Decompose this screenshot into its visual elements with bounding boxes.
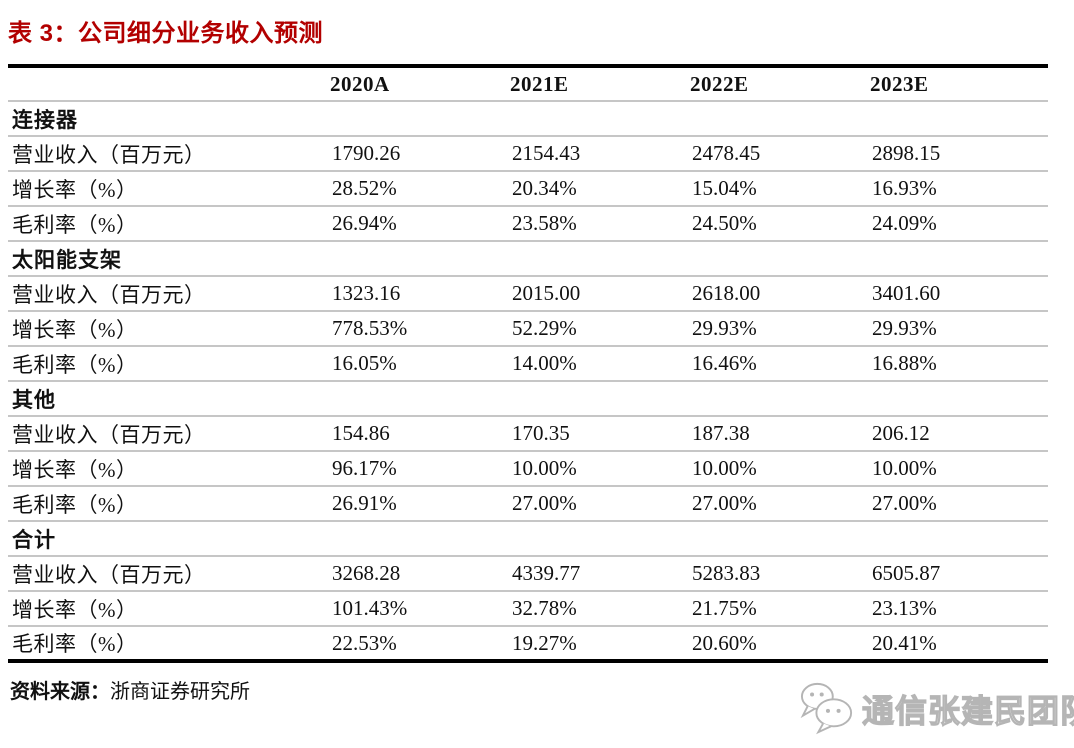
cell-value: 29.93% — [872, 316, 937, 340]
cell-value: 27.00% — [872, 491, 937, 515]
cell-value: 52.29% — [512, 316, 577, 340]
source-value: 浙商证券研究所 — [110, 681, 250, 703]
cell-value: 16.46% — [692, 351, 757, 375]
cell-value: 4339.77 — [512, 561, 581, 585]
source-label: 资料来源： — [10, 681, 110, 703]
row-label: 毛利率（%） — [12, 632, 138, 656]
table-row: 营业收入（百万元） 1323.16 2015.00 2618.00 3401.6… — [8, 276, 1048, 311]
cell-value: 206.12 — [872, 421, 930, 445]
row-label: 营业收入（百万元） — [12, 142, 206, 167]
section-header-row: 合计 — [8, 521, 1048, 556]
cell-value: 778.53% — [332, 316, 408, 340]
table-row: 营业收入（百万元） 3268.28 4339.77 5283.83 6505.8… — [8, 556, 1048, 591]
cell-value: 187.38 — [692, 421, 750, 445]
table-row: 营业收入（百万元） 1790.26 2154.43 2478.45 2898.1… — [8, 136, 1048, 171]
cell-value: 26.94% — [332, 211, 397, 235]
cell-value: 10.00% — [692, 456, 757, 480]
watermark: 通信张建民团队 — [796, 681, 1074, 740]
cell-value: 2478.45 — [692, 141, 761, 165]
column-header-empty — [8, 66, 330, 101]
row-label: 营业收入（百万元） — [12, 282, 206, 307]
row-label: 营业收入（百万元） — [12, 562, 206, 587]
cell-value: 24.09% — [872, 211, 937, 235]
page-title: 表 3：公司细分业务收入预测 — [8, 20, 324, 47]
column-header-2021e: 2021E — [510, 71, 569, 96]
cell-value: 16.88% — [872, 351, 937, 375]
section-name-solar-bracket: 太阳能支架 — [12, 247, 122, 272]
section-name-connector: 连接器 — [12, 107, 78, 132]
cell-value: 32.78% — [512, 596, 577, 620]
cell-value: 10.00% — [872, 456, 937, 480]
cell-value: 3401.60 — [872, 281, 941, 305]
source-line: 资料来源：浙商证券研究所 — [10, 675, 1074, 704]
column-header-2023e: 2023E — [870, 71, 929, 96]
cell-value: 1790.26 — [332, 141, 401, 165]
section-header-row: 其他 — [8, 381, 1048, 416]
section-name-other: 其他 — [12, 387, 56, 412]
table-row: 毛利率（%） 26.91% 27.00% 27.00% 27.00% — [8, 486, 1048, 521]
cell-value: 26.91% — [332, 491, 397, 515]
cell-value: 20.41% — [872, 630, 937, 655]
cell-value: 23.13% — [872, 596, 937, 620]
cell-value: 2618.00 — [692, 281, 761, 305]
table-row: 营业收入（百万元） 154.86 170.35 187.38 206.12 — [8, 416, 1048, 451]
table-row: 增长率（%） 101.43% 32.78% 21.75% 23.13% — [8, 591, 1048, 626]
cell-value: 23.58% — [512, 211, 577, 235]
cell-value: 154.86 — [332, 421, 390, 445]
cell-value: 19.27% — [512, 630, 577, 655]
cell-value: 15.04% — [692, 176, 757, 200]
row-label: 增长率（%） — [12, 317, 138, 342]
table-row: 毛利率（%） 22.53% 19.27% 20.60% 20.41% — [8, 626, 1048, 661]
cell-value: 170.35 — [512, 421, 570, 445]
table-row: 毛利率（%） 16.05% 14.00% 16.46% 16.88% — [8, 346, 1048, 381]
table-row: 增长率（%） 96.17% 10.00% 10.00% 10.00% — [8, 451, 1048, 486]
revenue-forecast-table: 2020A 2021E 2022E 2023E 连接器 营业收入（百万元） 17… — [8, 64, 1048, 663]
cell-value: 10.00% — [512, 456, 577, 480]
row-label: 毛利率（%） — [12, 212, 138, 237]
cell-value: 14.00% — [512, 351, 577, 375]
row-label: 增长率（%） — [12, 177, 138, 202]
table-row: 毛利率（%） 26.94% 23.58% 24.50% 24.09% — [8, 206, 1048, 241]
cell-value: 27.00% — [512, 491, 577, 515]
cell-value: 16.93% — [872, 176, 937, 200]
cell-value: 21.75% — [692, 596, 757, 620]
column-header-2020a: 2020A — [330, 71, 390, 96]
cell-value: 20.34% — [512, 176, 577, 200]
cell-value: 1323.16 — [332, 281, 401, 305]
table-row: 增长率（%） 778.53% 52.29% 29.93% 29.93% — [8, 311, 1048, 346]
cell-value: 22.53% — [332, 630, 397, 655]
watermark-text: 通信张建民团队 — [861, 692, 1074, 729]
column-header-row: 2020A 2021E 2022E 2023E — [8, 66, 1048, 101]
cell-value: 101.43% — [332, 596, 408, 620]
section-name-total: 合计 — [12, 527, 56, 552]
cell-value: 5283.83 — [692, 561, 761, 585]
cell-value: 16.05% — [332, 351, 397, 375]
cell-value: 2015.00 — [512, 281, 581, 305]
row-label: 增长率（%） — [12, 597, 138, 622]
table-row: 增长率（%） 28.52% 20.34% 15.04% 16.93% — [8, 171, 1048, 206]
cell-value: 20.60% — [692, 630, 757, 655]
cell-value: 3268.28 — [332, 561, 401, 585]
cell-value: 2898.15 — [872, 141, 941, 165]
cell-value: 28.52% — [332, 176, 397, 200]
row-label: 毛利率（%） — [12, 492, 138, 517]
section-header-row: 连接器 — [8, 101, 1048, 136]
cell-value: 6505.87 — [872, 561, 941, 585]
cell-value: 29.93% — [692, 316, 757, 340]
cell-value: 96.17% — [332, 456, 397, 480]
row-label: 营业收入（百万元） — [12, 422, 206, 447]
cell-value: 24.50% — [692, 211, 757, 235]
row-label: 增长率（%） — [12, 457, 138, 482]
wechat-chat-bubbles-icon — [796, 681, 858, 740]
column-header-2022e: 2022E — [690, 71, 749, 96]
row-label: 毛利率（%） — [12, 352, 138, 377]
section-header-row: 太阳能支架 — [8, 241, 1048, 276]
cell-value: 2154.43 — [512, 141, 581, 165]
cell-value: 27.00% — [692, 491, 757, 515]
